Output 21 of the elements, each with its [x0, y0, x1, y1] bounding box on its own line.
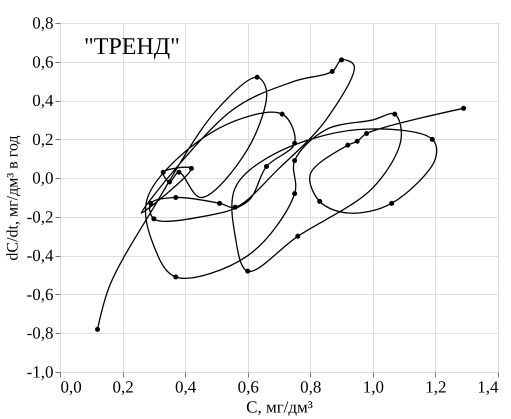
- x-tick-label: 0,0: [60, 378, 82, 396]
- x-tick-label: 1,0: [362, 378, 384, 396]
- y-tick-label: 0,4: [32, 91, 54, 110]
- y-tick-label: 0,8: [32, 14, 54, 32]
- y-tick-label: -0,8: [26, 324, 54, 343]
- y-tick-label: -0,4: [26, 246, 54, 266]
- x-tick-label: 1,4: [477, 378, 499, 396]
- y-tick-label: -1,0: [26, 362, 54, 382]
- x-tick-label: 0,4: [175, 378, 197, 396]
- annotation: "ТРЕНД": [84, 34, 180, 60]
- y-axis-title: dC/dt, мг/дм³ в год: [4, 135, 22, 261]
- x-tick-label: 0,2: [112, 378, 134, 396]
- x-tick-label: 1,2: [425, 378, 447, 396]
- y-tick-label: -0,6: [26, 284, 54, 304]
- x-axis-title: C, мг/дм³: [246, 398, 313, 416]
- y-tick-label: 0,6: [32, 52, 54, 72]
- x-tick-label: 0,8: [300, 378, 322, 396]
- y-tick-label: 0,2: [32, 130, 54, 149]
- x-tick-label: 0,6: [238, 378, 259, 396]
- y-tick-label: -0,2: [26, 207, 54, 226]
- y-tick-label: 0,0: [32, 168, 54, 188]
